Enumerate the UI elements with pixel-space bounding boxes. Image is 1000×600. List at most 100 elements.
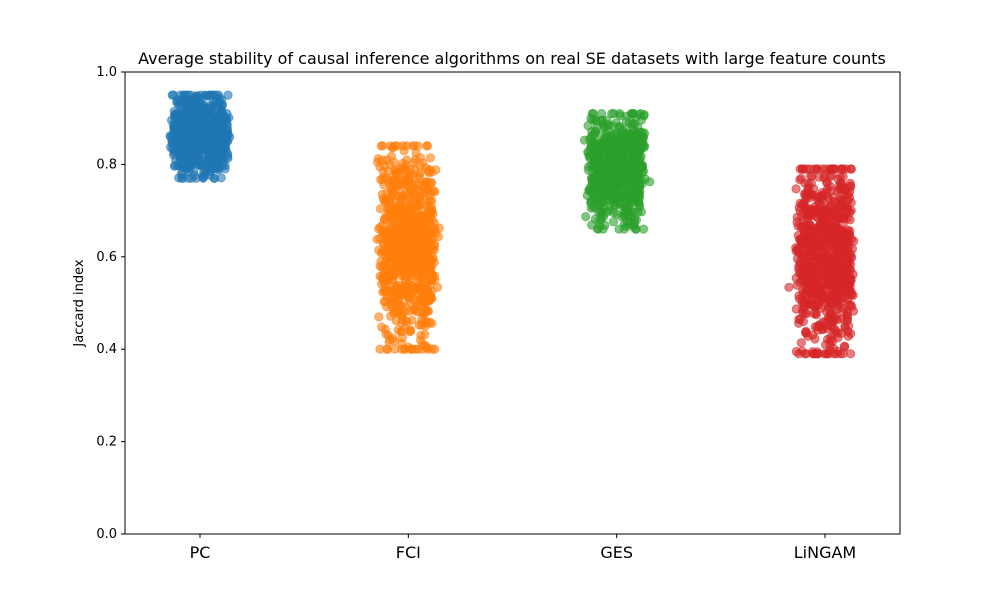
y-tick-label: 0.2: [96, 435, 117, 450]
point-lingam: [817, 200, 827, 210]
x-tick-label-lingam: LiNGAM: [794, 543, 856, 562]
point-lingam: [810, 334, 820, 344]
point-fci: [410, 155, 420, 165]
point-fci: [397, 258, 408, 268]
point-pc: [199, 127, 209, 137]
point-ges: [633, 164, 644, 175]
point-pc: [188, 105, 198, 115]
point-lingam: [824, 233, 834, 243]
point-lingam: [828, 336, 838, 346]
point-ges: [598, 164, 609, 174]
point-ges: [586, 160, 596, 170]
point-fci: [415, 230, 425, 240]
point-pc: [216, 106, 226, 116]
point-pc: [220, 140, 230, 150]
point-ges: [628, 222, 638, 232]
point-lingam: [806, 228, 816, 238]
point-lingam: [799, 296, 809, 306]
point-ges: [596, 214, 606, 225]
point-pc: [189, 166, 199, 176]
point-lingam: [801, 328, 811, 338]
point-fci: [400, 323, 410, 333]
point-pc: [223, 153, 233, 163]
point-lingam: [835, 286, 845, 296]
point-ges: [612, 209, 622, 219]
point-lingam: [784, 282, 794, 292]
point-lingam: [792, 254, 803, 264]
point-lingam: [821, 349, 831, 359]
point-lingam: [810, 286, 820, 296]
point-fci: [386, 228, 396, 238]
point-ges: [588, 137, 599, 147]
point-ges: [579, 135, 590, 145]
point-pc: [180, 129, 190, 139]
point-pc: [222, 123, 232, 133]
point-lingam: [810, 322, 820, 332]
point-ges: [599, 121, 609, 132]
point-ges: [638, 132, 649, 142]
point-ges: [591, 116, 602, 126]
point-lingam: [803, 183, 814, 193]
point-lingam: [839, 342, 850, 352]
point-ges: [614, 224, 624, 234]
point-lingam: [796, 173, 806, 183]
point-ges: [615, 153, 626, 163]
point-pc: [211, 113, 221, 123]
point-fci: [421, 297, 431, 308]
point-fci: [422, 246, 432, 256]
point-lingam: [816, 222, 827, 232]
point-lingam: [800, 349, 810, 359]
point-ges: [638, 224, 649, 234]
point-ges: [615, 109, 625, 119]
point-ges: [597, 197, 607, 208]
point-fci: [393, 250, 403, 260]
point-lingam: [828, 262, 838, 272]
point-lingam: [838, 172, 848, 182]
point-fci: [416, 280, 426, 290]
point-lingam: [833, 195, 844, 205]
point-fci: [373, 154, 383, 164]
point-ges: [596, 141, 606, 152]
point-pc: [216, 149, 226, 159]
point-fci: [425, 153, 435, 163]
point-fci: [398, 239, 408, 249]
point-lingam: [795, 277, 805, 287]
point-pc: [211, 154, 221, 165]
point-pc: [175, 107, 185, 118]
scatter-points: [165, 90, 859, 359]
point-ges: [619, 172, 629, 182]
point-fci: [400, 344, 410, 354]
point-pc: [168, 90, 178, 100]
point-lingam: [829, 328, 839, 338]
point-fci: [388, 270, 398, 280]
point-lingam: [840, 321, 850, 331]
point-lingam: [846, 164, 856, 174]
point-lingam: [817, 190, 827, 200]
point-fci: [396, 202, 406, 213]
point-fci: [390, 298, 400, 308]
point-fci: [389, 308, 399, 318]
point-fci: [419, 308, 429, 318]
point-lingam: [798, 164, 809, 174]
point-pc: [193, 150, 203, 161]
point-lingam: [823, 208, 833, 218]
point-pc: [167, 139, 177, 149]
point-ges: [610, 201, 620, 211]
point-fci: [400, 275, 411, 285]
point-lingam: [825, 181, 835, 191]
point-lingam: [807, 205, 818, 215]
point-ges: [625, 144, 635, 154]
plot-frame: [124, 71, 901, 535]
y-tick-label: 0.4: [96, 342, 117, 357]
point-fci: [405, 267, 415, 277]
point-ges: [635, 142, 646, 153]
point-fci: [408, 344, 418, 354]
point-ges: [611, 146, 621, 156]
point-fci: [422, 141, 432, 151]
point-pc: [214, 93, 224, 103]
point-fci: [416, 220, 426, 230]
point-fci: [377, 247, 387, 257]
point-lingam: [842, 274, 852, 284]
point-lingam: [831, 213, 841, 223]
